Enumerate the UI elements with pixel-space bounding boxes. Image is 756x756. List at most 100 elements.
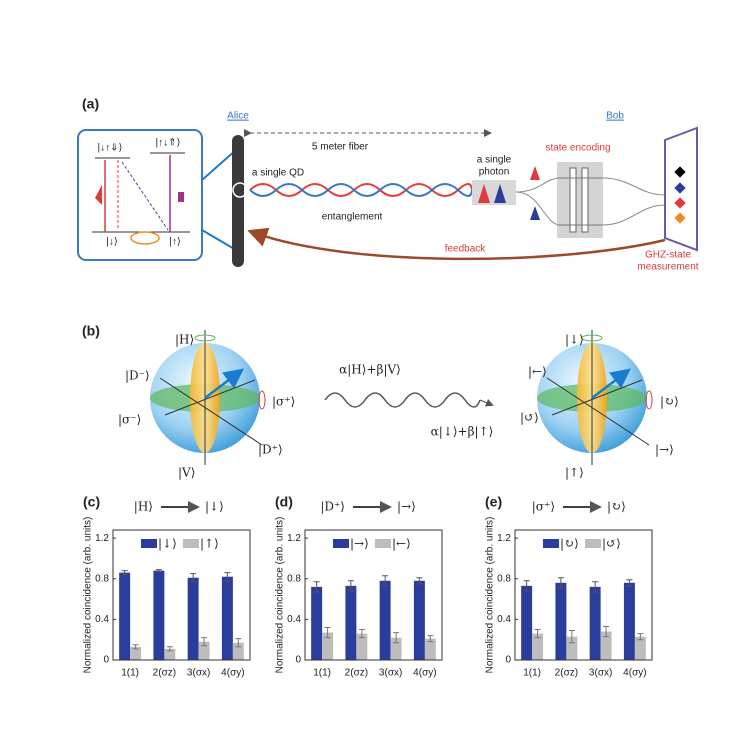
y-tick-label: 0 — [295, 655, 301, 666]
y-tick-label: 0.8 — [497, 573, 511, 584]
photon-state: α|H⟩+β|V⟩ — [339, 363, 401, 377]
title-to: |↻⟩ — [607, 500, 626, 514]
helix-red — [249, 183, 473, 197]
y-tick-label: 0 — [505, 655, 511, 666]
fiber-label: 5 meter fiber — [312, 142, 369, 153]
bar — [221, 576, 233, 660]
level-label: |↑↓⇑⟩ — [156, 138, 181, 149]
legend-swatch — [183, 539, 199, 548]
y-axis-label: Normalized coincidence (arb. units) — [83, 517, 94, 674]
bar — [119, 572, 131, 660]
axis — [159, 377, 263, 446]
state-label: |→⟩ — [655, 443, 674, 457]
spin-state: α|↓⟩+β|↑⟩ — [431, 425, 494, 439]
bar — [187, 577, 199, 660]
y-tick-label: 0.4 — [287, 614, 301, 625]
transition — [121, 161, 169, 231]
bar — [566, 636, 578, 660]
bar — [413, 580, 425, 660]
bar — [130, 646, 142, 660]
panel-b: (b) |H⟩ |V⟩ |D⁻⟩ |D⁺⟩ |σ⁺⟩ |σ⁻⟩ α|H⟩+β|V… — [82, 323, 679, 480]
panel-label: (b) — [82, 323, 100, 339]
title-to: |→⟩ — [397, 500, 416, 514]
legend-label: |↑⟩ — [200, 537, 219, 551]
feedback-arrow — [247, 227, 666, 261]
y-tick-label: 1.2 — [287, 533, 301, 544]
helix-blue — [249, 183, 473, 197]
state-vector — [591, 368, 631, 399]
y-tick-label: 1.2 — [497, 533, 511, 544]
photon-peak — [494, 184, 506, 203]
error-bar — [382, 575, 389, 587]
error-bar — [557, 577, 564, 589]
error-bar — [393, 632, 400, 644]
x-tick-label: 3(σx) — [589, 668, 612, 679]
error-bar — [568, 630, 575, 644]
spin-flip — [130, 231, 160, 245]
bar — [232, 642, 244, 660]
bar — [345, 585, 357, 660]
bar — [379, 580, 391, 660]
entanglement-label: entanglement — [322, 212, 383, 223]
bar — [424, 638, 436, 660]
error-bar — [347, 580, 354, 592]
encoding-label: state encoding — [545, 143, 610, 154]
plot-frame — [514, 529, 653, 661]
rotation — [194, 334, 216, 342]
laser — [201, 149, 237, 181]
state-label: |↓⟩ — [565, 333, 584, 347]
laser — [201, 229, 237, 251]
legend-swatch — [333, 539, 349, 548]
charts: (c) |H⟩ |↓⟩ Normalized coincidence (arb. un… — [83, 494, 653, 679]
rotation — [258, 390, 266, 410]
bar — [555, 582, 567, 660]
state-vector — [204, 368, 244, 399]
legend-swatch — [375, 539, 391, 548]
error-bar — [121, 570, 128, 576]
error-bar — [155, 569, 162, 573]
outcome — [674, 166, 686, 178]
x-tick-label: 4(σy) — [221, 668, 244, 679]
rotation — [645, 390, 653, 410]
ghz-label: GHZ-state — [645, 250, 692, 261]
title-from: |H⟩ — [134, 500, 153, 514]
y-tick-label: 0.8 — [95, 573, 109, 584]
y-axis-label: Normalized coincidence (arb. units) — [485, 517, 496, 674]
state-label: |D⁻⟩ — [125, 369, 150, 383]
error-bar — [427, 635, 434, 643]
photon-label: photon — [479, 167, 510, 178]
x-tick-label: 2(σz) — [153, 668, 176, 679]
bar — [600, 631, 612, 660]
y-tick-label: 0.4 — [497, 614, 511, 625]
outcome — [674, 197, 686, 209]
bar — [521, 585, 533, 660]
alice: Alice — [227, 111, 249, 122]
fiber-merge — [602, 177, 666, 226]
quantum-dot — [232, 182, 248, 198]
bar — [390, 637, 402, 660]
error-bar — [132, 644, 139, 650]
plot-frame — [304, 529, 443, 661]
x-tick-label: 3(σx) — [187, 668, 210, 679]
encoder-plate — [569, 167, 577, 233]
legend-label: |↺⟩ — [602, 537, 621, 551]
level-box — [77, 129, 203, 261]
photon-label: a single — [477, 155, 512, 166]
plot-frame — [112, 529, 251, 661]
level-label: |↓⟩ — [106, 237, 118, 248]
error-bar — [190, 573, 197, 583]
error-bar — [235, 638, 242, 648]
legend-swatch — [141, 539, 157, 548]
legend-label: |→⟩ — [350, 537, 369, 551]
x-tick-label: 4(σy) — [413, 668, 436, 679]
level-label: |↓↑⇓⟩ — [98, 143, 123, 154]
x-tick-label: 2(σz) — [345, 668, 368, 679]
x-tick-label: 1(1) — [121, 668, 139, 679]
error-bar — [603, 625, 610, 638]
state-label: |σ⁻⟩ — [118, 413, 141, 427]
panel-label: (e) — [485, 494, 502, 510]
legend-label: |↻⟩ — [560, 537, 579, 551]
error-bar — [358, 629, 365, 639]
outcome — [674, 212, 686, 224]
